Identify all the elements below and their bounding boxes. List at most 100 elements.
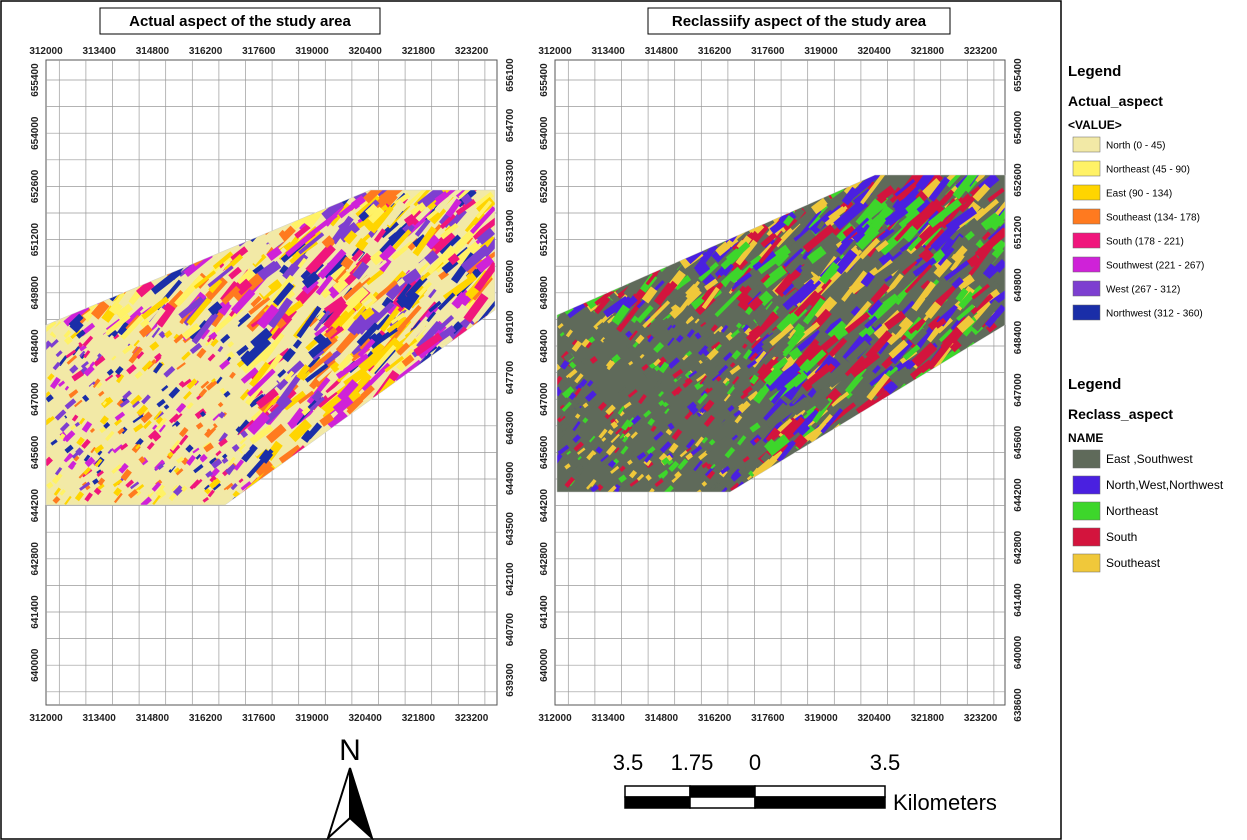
x-coord-label: 317600 [242, 713, 276, 724]
y-coord-label: 648400 [539, 329, 550, 363]
x-coord-label: 313400 [83, 713, 117, 724]
map-layout: Actual aspect of the study area 312000 312… [0, 0, 1247, 840]
x-coord-label: 323200 [964, 713, 998, 724]
legend-swatch [1073, 476, 1100, 494]
x-coord-label: 317600 [751, 713, 785, 724]
x-coord-label: 316200 [189, 713, 223, 724]
x-coord-label: 312000 [29, 46, 63, 57]
legend-swatch [1073, 450, 1100, 468]
y-coord-label: 652600 [539, 169, 550, 203]
x-coord-label: 316200 [698, 713, 732, 724]
legend-label: Southeast (134- 178) [1106, 213, 1200, 224]
y-coord-label: 649800 [30, 276, 41, 310]
y-coord-label: 640000 [1013, 635, 1024, 669]
y-coord-label: 649800 [1013, 268, 1024, 302]
map-panel: Reclassiify aspect of the study area3120… [538, 8, 1024, 724]
y-coord-label: 645600 [539, 435, 550, 469]
x-coord-label: 321800 [911, 713, 945, 724]
legend-heading: Legend [1068, 376, 1121, 393]
legend-swatch [1073, 281, 1100, 296]
y-coord-label: 652600 [30, 169, 41, 203]
y-coord-label: 645600 [1013, 425, 1024, 459]
y-coord-label: 640000 [30, 648, 41, 682]
y-coord-label: 649800 [539, 276, 550, 310]
legend-swatch [1073, 502, 1100, 520]
legend-swatch [1073, 305, 1100, 320]
x-coord-label: 314800 [645, 713, 679, 724]
legend-label: Northeast (45 - 90) [1106, 165, 1190, 176]
scale-seg-top [625, 786, 690, 797]
x-coord-label: 320400 [349, 46, 383, 57]
y-coord-label: 650500 [505, 260, 516, 294]
y-coord-label: 654000 [539, 116, 550, 150]
legend-field: <VALUE> [1068, 118, 1122, 132]
y-coord-label: 654000 [1013, 110, 1024, 144]
map-title: Actual aspect of the study area [129, 13, 351, 30]
legend-label: South (178 - 221) [1106, 237, 1184, 248]
x-coord-label: 313400 [592, 46, 626, 57]
legend-swatch [1073, 161, 1100, 176]
y-coord-label: 640700 [505, 612, 516, 646]
x-coord-label: 319000 [295, 46, 329, 57]
y-coord-label: 644200 [30, 488, 41, 522]
legend-label: Northwest (312 - 360) [1106, 309, 1203, 320]
y-coord-label: 648400 [30, 329, 41, 363]
legend-swatch [1073, 554, 1100, 572]
legend-layer: Reclass_aspect [1068, 406, 1173, 422]
x-coord-label: 320400 [858, 46, 892, 57]
legend-label: East ,Southwest [1106, 452, 1193, 466]
y-coord-label: 641400 [30, 595, 41, 629]
legend-label: West (267 - 312) [1106, 285, 1180, 296]
scale-label: 0 [749, 750, 761, 775]
x-coord-label: 312000 [538, 713, 572, 724]
y-coord-label: 642800 [539, 542, 550, 576]
y-coord-label: 638600 [1013, 688, 1024, 722]
x-coord-label: 323200 [455, 46, 489, 57]
scale-seg-top [755, 786, 885, 797]
y-coord-label: 642100 [505, 562, 516, 596]
x-coord-label: 323200 [964, 46, 998, 57]
legend-label: Northeast [1106, 504, 1159, 518]
scale-label: 3.5 [870, 750, 901, 775]
y-coord-label: 651200 [30, 222, 41, 256]
x-coord-label: 320400 [349, 713, 383, 724]
y-coord-label: 649100 [505, 310, 516, 344]
x-coord-label: 323200 [455, 713, 489, 724]
scale-label: 1.75 [671, 750, 714, 775]
legend-swatch [1073, 233, 1100, 248]
x-coord-label: 313400 [592, 713, 626, 724]
y-coord-label: 653300 [505, 159, 516, 193]
x-coord-label: 319000 [804, 46, 838, 57]
y-coord-label: 655400 [539, 63, 550, 97]
legend-label: North (0 - 45) [1106, 141, 1165, 152]
y-coord-label: 647000 [30, 382, 41, 416]
north-label: N [339, 734, 361, 767]
y-coord-label: 644200 [1013, 478, 1024, 512]
x-coord-label: 316200 [698, 46, 732, 57]
y-coord-label: 644900 [505, 461, 516, 495]
x-coord-label: 320400 [858, 713, 892, 724]
y-coord-label: 647700 [505, 360, 516, 394]
y-coord-label: 651200 [539, 222, 550, 256]
x-coord-label: 312000 [538, 46, 572, 57]
scale-seg-bottom [690, 797, 755, 808]
scale-seg-bottom [625, 797, 690, 808]
scale-seg-top [690, 786, 755, 797]
y-coord-label: 648400 [1013, 320, 1024, 354]
y-coord-label: 651900 [505, 209, 516, 243]
y-coord-label: 652600 [1013, 163, 1024, 197]
legend-label: Southwest (221 - 267) [1106, 261, 1204, 272]
y-coord-label: 645600 [30, 435, 41, 469]
map-panel: Actual aspect of the study area312000312… [29, 8, 516, 724]
y-coord-label: 654700 [505, 108, 516, 142]
x-coord-label: 314800 [136, 713, 170, 724]
y-coord-label: 656100 [505, 58, 516, 92]
y-coord-label: 641400 [1013, 583, 1024, 617]
x-coord-label: 321800 [402, 46, 436, 57]
legend-swatch [1073, 185, 1100, 200]
y-coord-label: 655400 [30, 63, 41, 97]
x-coord-label: 316200 [189, 46, 223, 57]
x-coord-label: 313400 [83, 46, 117, 57]
scale-label: 3.5 [613, 750, 644, 775]
